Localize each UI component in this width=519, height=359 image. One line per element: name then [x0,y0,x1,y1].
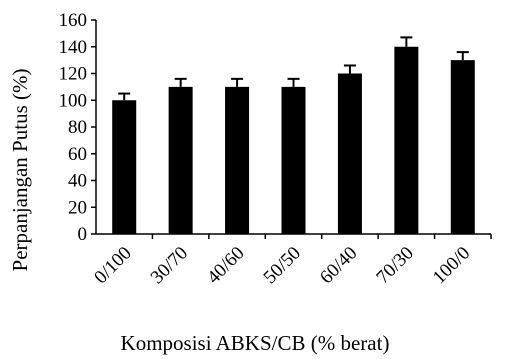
bar-60-40 [337,73,362,234]
y-tick-label: 20 [68,197,87,218]
bar-70-30 [394,46,419,234]
x-tick-label: 30/70 [147,243,192,288]
x-tick-label: 0/100 [90,243,135,288]
x-tick-label: 70/30 [372,243,417,288]
x-tick-label: 50/50 [260,243,305,288]
x-tick-label: 100/0 [429,243,474,288]
y-tick-label: 120 [59,64,88,85]
y-axis-title: Perpanjangan Putus (%) [8,69,32,272]
bar-50-50 [281,86,306,234]
y-tick-label: 0 [78,224,88,245]
error-bars [118,36,469,101]
y-tick-label: 100 [59,90,88,111]
y-axis: 0 20 40 60 80 100 120 140 160 [59,10,97,245]
y-tick-label: 60 [68,144,87,165]
bar-0-100 [112,100,137,234]
bar-100-0 [450,60,475,234]
y-tick-label: 160 [59,10,88,31]
x-tick-label: 60/40 [316,243,361,288]
bar-30-70 [168,86,193,234]
y-tick-label: 40 [68,171,87,192]
y-tick-label: 80 [68,117,87,138]
bars [112,46,475,234]
x-axis-title: Komposisi ABKS/CB (% berat) [121,331,390,355]
bar-40-60 [225,86,250,234]
x-tick-label: 40/60 [203,243,248,288]
y-tick-label: 140 [59,37,88,58]
x-axis: 0/100 30/70 40/60 50/50 60/40 70/30 100/0 [90,233,492,288]
